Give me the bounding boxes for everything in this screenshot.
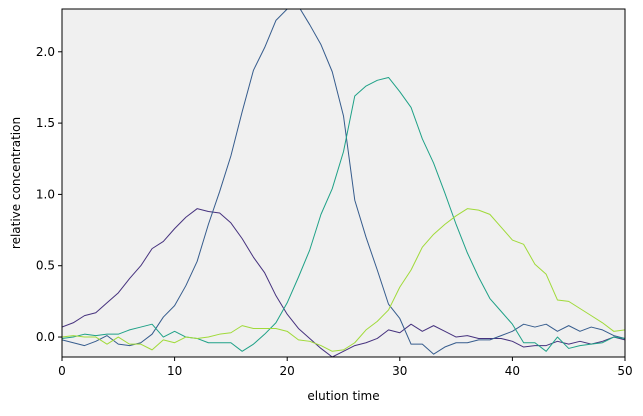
- x-tick-label: 50: [617, 364, 632, 378]
- x-tick-label: 0: [58, 364, 66, 378]
- y-tick-label: 0.0: [36, 330, 55, 344]
- x-axis-label: elution time: [307, 389, 379, 403]
- plot-area: [62, 9, 625, 357]
- x-axis: 0 10 20 30 40 50: [58, 357, 633, 378]
- y-axis: 0.0 0.5 1.0 1.5 2.0: [36, 45, 62, 344]
- series-line-3: [62, 76, 625, 352]
- x-tick-label: 20: [280, 364, 295, 378]
- x-tick-label: 10: [167, 364, 182, 378]
- series-layer: [62, 9, 625, 357]
- y-tick-label: 1.0: [36, 187, 55, 201]
- series-line-1: [62, 208, 625, 357]
- y-axis-label: relative concentration: [9, 117, 23, 249]
- y-tick-label: 1.5: [36, 116, 55, 130]
- series-line-4: [62, 208, 625, 352]
- y-tick-label: 2.0: [36, 45, 55, 59]
- x-tick-label: 40: [505, 364, 520, 378]
- x-tick-label: 30: [392, 364, 407, 378]
- y-tick-label: 0.5: [36, 259, 55, 273]
- plot-frame: [61, 8, 626, 358]
